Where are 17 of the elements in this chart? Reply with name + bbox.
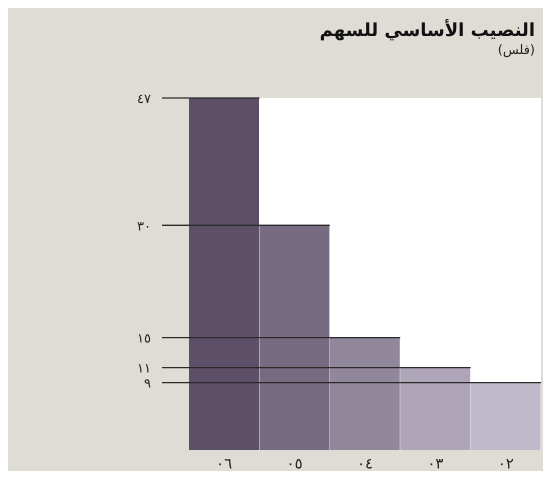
bar	[470, 382, 541, 450]
bar	[400, 368, 470, 450]
x-tick-label: ٠٤	[356, 454, 374, 473]
y-tick-label: ٩	[144, 376, 152, 392]
x-tick-label: ٠٢	[498, 454, 514, 473]
y-tick-label: ٣٠	[137, 219, 151, 234]
x-tick-label: ٠٣	[427, 454, 444, 473]
y-tick-label: ١١	[137, 362, 151, 377]
bar	[259, 225, 330, 450]
x-tick-label: ٠٥	[286, 454, 303, 473]
x-tick-label: ٠٦	[216, 454, 232, 473]
chart-subtitle: (فلس)	[496, 43, 535, 58]
y-tick-label: ١٥	[137, 332, 152, 347]
bar	[330, 338, 400, 450]
y-tick-label: ٤٧	[137, 92, 152, 107]
chart-title: النصيب الأساسي للسهم	[318, 20, 535, 41]
bar	[189, 98, 259, 450]
